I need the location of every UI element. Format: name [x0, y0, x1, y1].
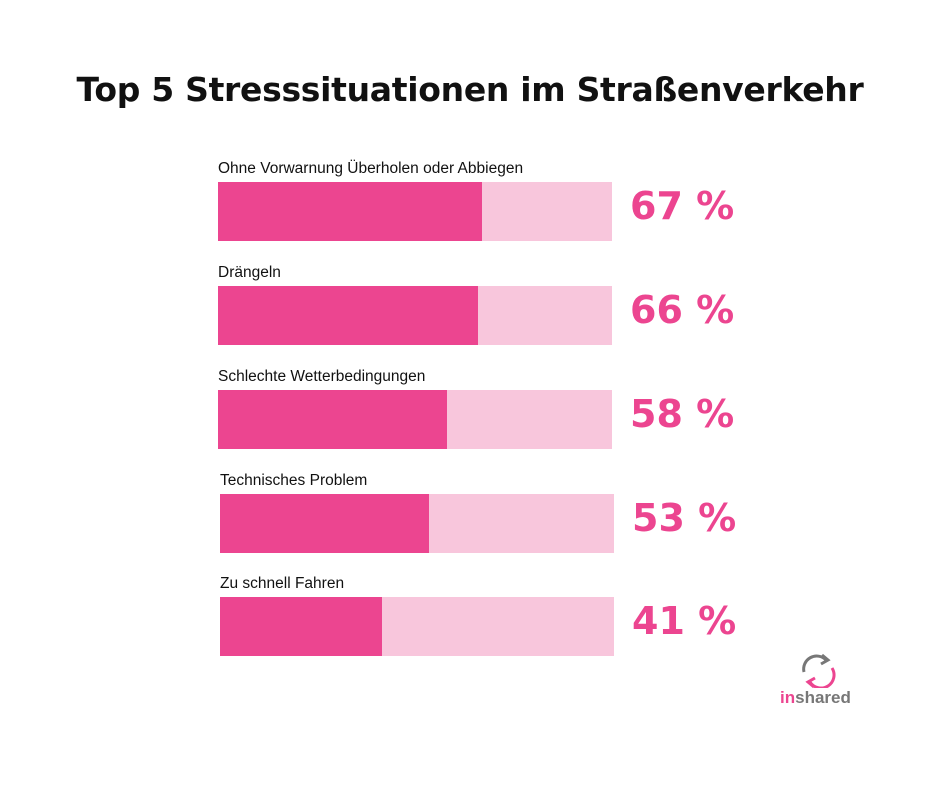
bar-label: Zu schnell Fahren — [220, 575, 345, 592]
bar-row: Ohne Vorwarnung Überholen oder Abbiegen 6… — [218, 160, 738, 260]
bar-label: Drängeln — [218, 264, 281, 281]
bar-value-label: 58 % — [630, 392, 735, 436]
bar-fill — [218, 390, 447, 449]
bar-fill — [220, 597, 382, 656]
logo-rest: shared — [795, 688, 851, 707]
bar-label: Schlechte Wetterbedingungen — [218, 368, 426, 385]
bar-track — [220, 494, 614, 553]
bar-value-label: 66 % — [630, 288, 735, 332]
bar-value-label: 53 % — [632, 496, 737, 540]
bar-track — [218, 286, 612, 345]
logo-prefix: in — [780, 688, 796, 707]
bar-row: Zu schnell Fahren 41 % — [220, 575, 740, 675]
bar-row: Schlechte Wetterbedingungen 58 % — [218, 368, 738, 468]
refresh-arrows-icon — [802, 653, 836, 688]
inshared-logo: inshared — [780, 652, 860, 716]
bar-track — [220, 597, 614, 656]
logo-wordmark: inshared — [780, 688, 851, 708]
bar-track — [218, 390, 612, 449]
bar-value-label: 67 % — [630, 184, 735, 228]
bar-label: Ohne Vorwarnung Überholen oder Abbiegen — [218, 160, 524, 177]
chart-title: Top 5 Stresssituationen im Straßenverkeh… — [76, 70, 864, 109]
bar-row: Technisches Problem 53 % — [220, 472, 740, 572]
bar-value-label: 41 % — [632, 599, 737, 643]
bar-fill — [218, 286, 478, 345]
bar-fill — [220, 494, 429, 553]
bar-track — [218, 182, 612, 241]
bar-row: Drängeln 66 % — [218, 264, 738, 364]
bar-label: Technisches Problem — [220, 472, 368, 489]
bar-fill — [218, 182, 482, 241]
